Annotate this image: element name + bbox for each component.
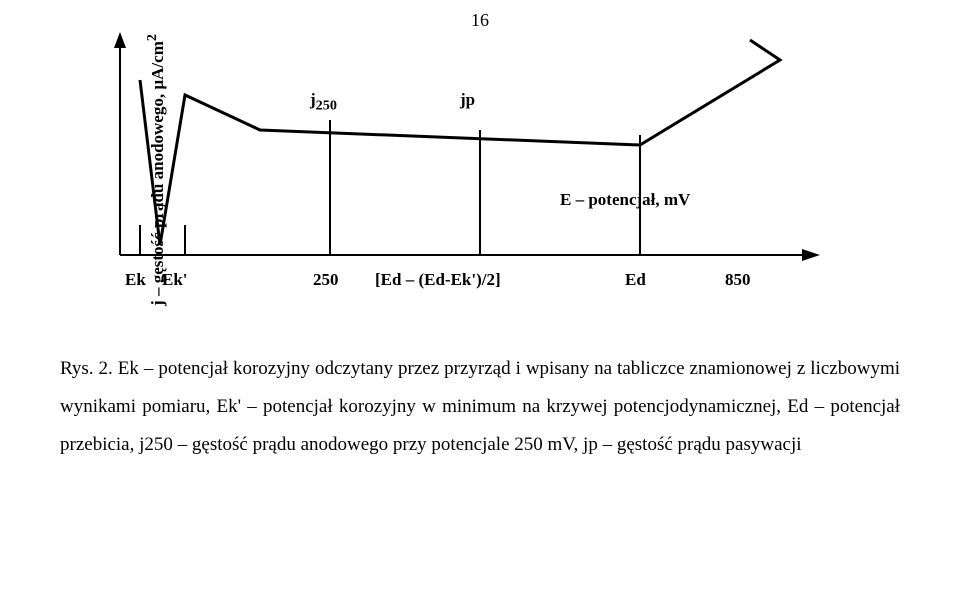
label-jp: jp [460,90,475,110]
label-x-axis: E – potencjał, mV [560,190,690,210]
chart-svg [80,30,830,290]
curve [140,40,780,245]
xlabel-850: 850 [725,270,751,290]
xlabel-ed: Ed [625,270,646,290]
page-number: 16 [471,10,489,31]
figure-caption: Rys. 2. Ek – potencjał korozyjny odczyta… [60,350,900,464]
xlabel-mid: [Ed – (Ed-Ek')/2] [375,270,501,290]
label-j250: j250 [310,90,337,114]
x-axis-arrow [802,249,820,261]
chart-container: j – gęstość prądu anodowego, µA/cm2 j250… [30,30,830,310]
xlabel-ek: Ek [125,270,146,290]
label-j250-sub: 250 [316,97,337,113]
y-axis-arrow [114,32,126,48]
xlabel-250: 250 [313,270,339,290]
xlabel-ek-prime: Ek' [162,270,188,290]
